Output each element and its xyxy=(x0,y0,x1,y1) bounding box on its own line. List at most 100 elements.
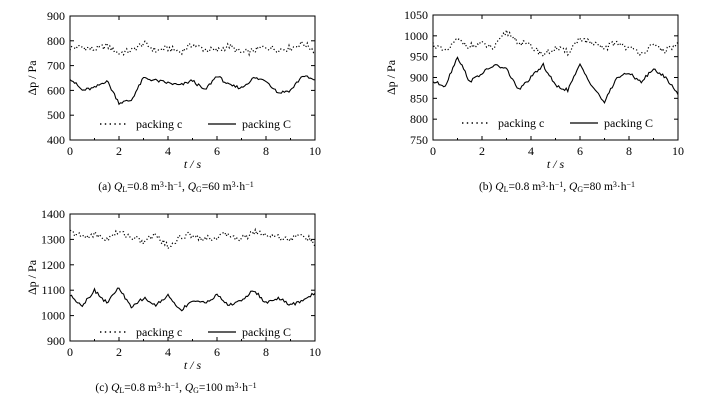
caption-part: G xyxy=(196,185,202,194)
legend-label-packing-C: packing C xyxy=(604,116,653,130)
caption-part: ·h xyxy=(161,382,171,394)
series-line-packing-C xyxy=(432,56,679,104)
y-tick-label: 1200 xyxy=(41,258,65,272)
caption-part: −1 xyxy=(627,180,636,189)
caption-part: Q xyxy=(495,181,504,193)
x-tick-label: 10 xyxy=(672,144,684,158)
legend-label-packing-c: packing c xyxy=(136,325,182,339)
caption-part: Q xyxy=(111,382,120,394)
x-tick-label: 4 xyxy=(165,345,171,359)
x-tick-label: 0 xyxy=(67,144,73,158)
y-tick-label: 750 xyxy=(410,133,428,147)
y-axis-label: Δp / Pa xyxy=(25,60,39,96)
caption-part: ·h xyxy=(236,181,246,193)
caption-part: G xyxy=(577,185,583,194)
caption-part: =0.8 m xyxy=(508,181,541,193)
x-axis-label: t / s xyxy=(547,157,565,171)
x-axis-label: t / s xyxy=(184,157,202,171)
series-line-packing-C xyxy=(69,287,316,312)
panel-caption: (a) QL=0.8 m3·h−1, QG=60 m3·h−1 xyxy=(98,180,253,194)
series-line-packing-C xyxy=(69,75,316,106)
caption-part: L xyxy=(504,185,509,194)
y-tick-label: 850 xyxy=(410,91,428,105)
x-tick-label: 6 xyxy=(214,345,220,359)
x-tick-label: 0 xyxy=(430,144,436,158)
x-tick-label: 6 xyxy=(214,144,220,158)
caption-part: −1 xyxy=(248,381,257,390)
x-tick-label: 8 xyxy=(626,144,632,158)
x-tick-label: 0 xyxy=(67,345,73,359)
y-axis-label: Δp / Pa xyxy=(384,59,398,95)
x-tick-label: 2 xyxy=(116,345,122,359)
y-tick-label: 1050 xyxy=(404,8,428,22)
caption-part: , xyxy=(179,382,185,394)
y-tick-label: 700 xyxy=(47,59,65,73)
y-tick-label: 600 xyxy=(47,83,65,97)
caption-part: L xyxy=(122,185,127,194)
x-tick-label: 8 xyxy=(263,144,269,158)
y-tick-label: 1300 xyxy=(41,232,65,246)
caption-part: Q xyxy=(569,181,578,193)
x-tick-label: 2 xyxy=(116,144,122,158)
caption-part: 3 xyxy=(234,381,238,390)
caption-part: −1 xyxy=(173,180,182,189)
legend-label-packing-c: packing c xyxy=(498,116,544,130)
caption-part: (a) xyxy=(98,181,114,193)
caption-part: 3 xyxy=(160,180,164,189)
y-tick-label: 900 xyxy=(410,71,428,85)
legend: packing c packing C xyxy=(462,116,653,130)
y-tick-label: 900 xyxy=(47,9,65,23)
caption-part: =60 m xyxy=(202,181,232,193)
caption-part: 3 xyxy=(157,381,161,390)
legend-label-packing-C: packing C xyxy=(242,325,291,339)
x-tick-label: 4 xyxy=(165,144,171,158)
y-tick-label: 500 xyxy=(47,108,65,122)
chart-panel-2: 0 2 4 6 8 10 750 800 850 900 950 1000 1050 Δp / Pa t /… xyxy=(384,8,684,194)
caption-part: ·h xyxy=(164,181,174,193)
chart-panel-1: 0 2 4 6 8 10 400 500 600 700 800 900 Δp / Pa t / s pac… xyxy=(25,9,321,194)
x-tick-label: 6 xyxy=(577,144,583,158)
y-tick-label: 800 xyxy=(47,34,65,48)
y-tick-label: 1000 xyxy=(404,29,428,43)
x-axis-label: t / s xyxy=(184,358,202,372)
x-tick-label: 4 xyxy=(528,144,534,158)
y-tick-label: 1400 xyxy=(41,207,65,221)
legend-label-packing-c: packing c xyxy=(136,117,182,131)
y-axis-label: Δp / Pa xyxy=(25,259,39,295)
caption-part: L xyxy=(119,386,124,395)
caption-part: =100 m xyxy=(199,382,235,394)
caption-part: ·h xyxy=(238,382,248,394)
caption-part: 3 xyxy=(232,180,236,189)
caption-part: −1 xyxy=(555,180,564,189)
caption-part: Q xyxy=(188,181,197,193)
plot-frame xyxy=(69,213,316,342)
panel-caption: (c) QL=0.8 m3·h−1, QG=100 m3·h−1 xyxy=(95,381,256,395)
caption-part: (c) xyxy=(95,382,111,394)
caption-part: , xyxy=(182,181,188,193)
caption-part: ·h xyxy=(617,181,627,193)
caption-part: , xyxy=(563,181,569,193)
caption-part: 3 xyxy=(541,180,545,189)
y-tick-label: 800 xyxy=(410,112,428,126)
y-tick-label: 900 xyxy=(47,334,65,348)
caption-part: −1 xyxy=(171,381,180,390)
y-tick-label: 1100 xyxy=(41,283,65,297)
y-tick-label: 400 xyxy=(47,133,65,147)
x-tick-label: 10 xyxy=(309,144,321,158)
caption-part: Q xyxy=(185,382,194,394)
legend: packing c packing C xyxy=(100,325,291,339)
caption-part: =0.8 m xyxy=(124,382,157,394)
caption-part: =0.8 m xyxy=(127,181,160,193)
panel-caption: (b) QL=0.8 m3·h−1, QG=80 m3·h−1 xyxy=(479,180,635,194)
caption-part: Q xyxy=(114,181,123,193)
chart-panel-3: 0 2 4 6 8 10 900 1000 1100 1200 1300 1400 Δp / Pa t /… xyxy=(25,207,321,395)
y-tick-label: 950 xyxy=(410,50,428,64)
series-line-packing-c xyxy=(69,40,316,57)
y-tick-label: 1000 xyxy=(41,309,65,323)
caption-part: =80 m xyxy=(583,181,613,193)
caption-part: G xyxy=(193,386,199,395)
series-line-packing-c xyxy=(69,227,316,251)
x-tick-label: 10 xyxy=(309,345,321,359)
legend-label-packing-C: packing C xyxy=(242,117,291,131)
